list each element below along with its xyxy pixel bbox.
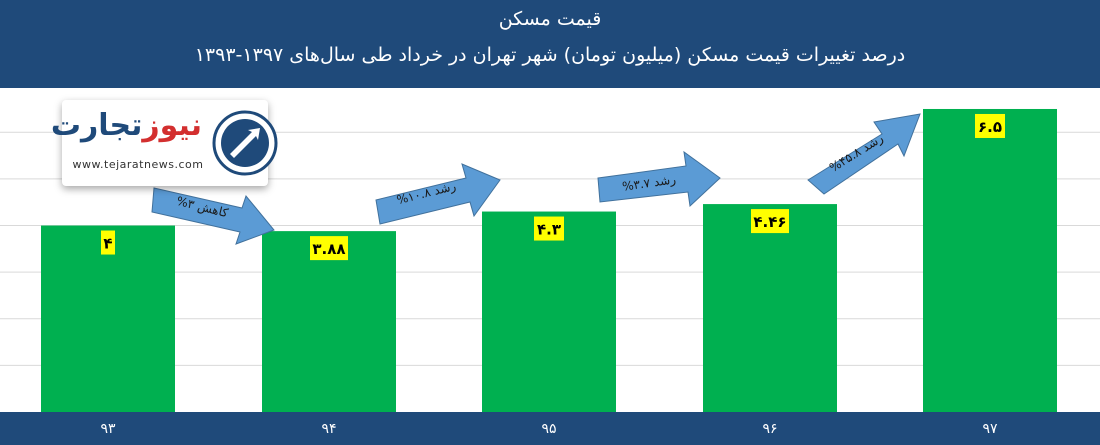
x-axis: ۹۳ ۹۴ ۹۵ ۹۶ ۹۷ <box>0 412 1100 445</box>
logo-url: www.tejaratnews.com <box>72 158 204 171</box>
brand-logo: نیوزتجارت www.tejaratnews.com <box>51 100 278 186</box>
arrow-growth <box>807 113 921 195</box>
data-label-background <box>310 236 348 261</box>
chart-title: قیمت مسکن <box>498 8 602 30</box>
chart-header: قیمت مسکن درصد تغییرات قیمت مسکن (میلیون… <box>0 0 1100 88</box>
logo-word-red: نیوز <box>142 108 202 143</box>
data-label: ۳.۸۸ <box>312 240 345 258</box>
data-label: ۴.۳ <box>537 221 561 239</box>
bar <box>703 204 837 412</box>
logo-emblem-icon <box>212 110 278 176</box>
logo-wordmark: نیوزتجارت <box>51 108 202 143</box>
logo-word-blue: تجارت <box>50 108 143 143</box>
data-label-background <box>101 230 115 255</box>
x-tick-label: ۹۷ <box>982 421 998 437</box>
bar <box>482 211 616 412</box>
bar <box>923 108 1057 412</box>
bar <box>262 231 396 412</box>
data-label: ۶.۵ <box>978 118 1002 136</box>
data-label: ۴.۴۶ <box>753 213 786 231</box>
arrow-growth <box>597 150 721 208</box>
plot-area: ۴ ۳.۸۸ ۴.۳ ۴.۴۶ ۶.۵ <box>0 88 1100 412</box>
bar-chart: ۴ ۳.۸۸ ۴.۳ ۴.۴۶ ۶.۵ <box>0 108 1100 412</box>
chart-subtitle: درصد تغییرات قیمت مسکن (میلیون تومان) شه… <box>194 44 906 66</box>
x-tick-label: ۹۴ <box>321 421 337 437</box>
arrow-growth <box>375 163 501 225</box>
data-label-background <box>975 113 1005 138</box>
data-label-background <box>534 216 564 241</box>
x-tick-label: ۹۵ <box>541 421 557 437</box>
arrow-decrease <box>151 187 275 245</box>
data-label: ۴ <box>103 235 112 253</box>
x-tick-label: ۹۳ <box>100 421 116 437</box>
x-tick-label: ۹۶ <box>762 421 778 437</box>
data-label-background <box>751 209 789 234</box>
bar <box>41 225 175 412</box>
